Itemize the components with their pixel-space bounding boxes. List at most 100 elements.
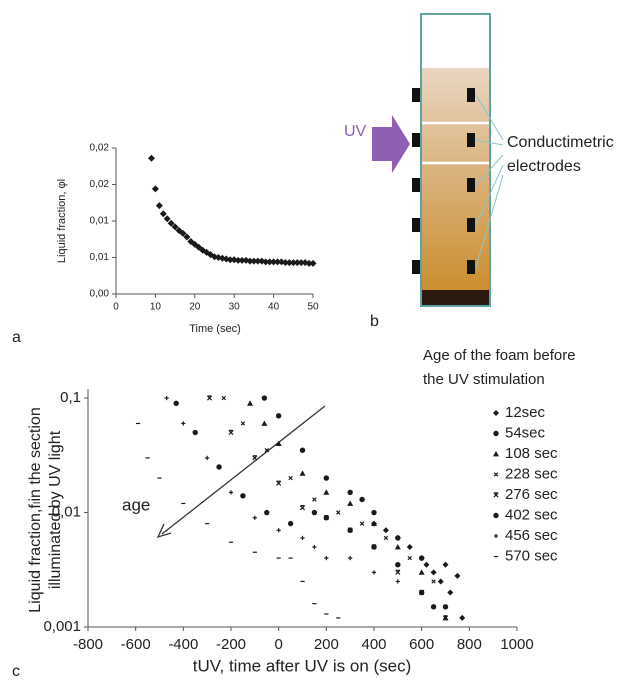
marker [299, 505, 306, 511]
marker [254, 257, 262, 265]
marker [275, 413, 282, 419]
x-tick-label: -600 [121, 636, 151, 653]
y-tick-label: 0,02 [90, 143, 110, 154]
marker [442, 604, 449, 610]
marker-part [406, 543, 413, 550]
marker-part [247, 400, 254, 406]
marker-part [395, 535, 401, 541]
y-axis-label: illuminated by UV light [47, 430, 64, 589]
marker-part [371, 520, 377, 527]
marker-part [395, 569, 401, 575]
annotation: Conductimetric [507, 134, 614, 151]
marker [493, 430, 499, 437]
marker [289, 259, 297, 267]
marker [261, 420, 268, 426]
marker [250, 257, 258, 265]
marker-part [442, 561, 449, 568]
marker-part [359, 521, 365, 526]
marker [359, 521, 365, 526]
marker-part [442, 615, 449, 621]
marker [395, 579, 400, 584]
panel-label: b [370, 313, 379, 330]
marker-part [171, 223, 179, 231]
marker-part [336, 510, 341, 515]
marker [311, 509, 318, 516]
marker [382, 527, 389, 534]
marker-part [287, 520, 294, 527]
marker [262, 258, 270, 266]
marker-part [163, 215, 171, 223]
marker [281, 259, 289, 267]
x-tick-label: 40 [268, 302, 280, 313]
marker [151, 185, 159, 193]
x-tick-label: 400 [361, 636, 386, 653]
legend-label: 54sec [505, 424, 546, 441]
marker [181, 421, 186, 426]
y-axis-label: Liquid fraction, φl [56, 179, 68, 263]
marker-part [430, 569, 437, 576]
x-tick-label: -800 [73, 636, 103, 653]
marker-part [382, 527, 389, 534]
legend-title: the UV stimulation [423, 371, 545, 388]
x-axis-label: Time (sec) [189, 323, 241, 335]
x-tick-label: 800 [457, 636, 482, 653]
marker [336, 510, 341, 515]
uv-label: UV [344, 123, 367, 140]
marker-part [407, 555, 412, 561]
foam [422, 68, 489, 305]
marker [305, 259, 313, 267]
marker-part [250, 257, 258, 265]
marker-part [395, 562, 401, 568]
marker-part [305, 259, 313, 267]
marker-part [323, 489, 330, 495]
marker-part [447, 589, 454, 596]
legend-label: 570 sec [505, 547, 558, 564]
marker-part [262, 258, 270, 266]
marker [407, 555, 412, 561]
marker-part [216, 464, 222, 470]
marker [394, 543, 401, 550]
marker-part [167, 219, 175, 227]
marker [228, 490, 234, 495]
marker [155, 202, 163, 210]
marker [323, 515, 330, 521]
leader-lines [475, 94, 504, 268]
marker [430, 569, 437, 576]
marker [371, 520, 377, 527]
marker-part [299, 447, 306, 453]
legend-label: 12sec [505, 404, 546, 421]
y-tick-label: 0,1 [60, 389, 81, 406]
marker [226, 256, 234, 264]
marker-part [264, 448, 269, 453]
marker-part [347, 527, 353, 533]
y-tick-label: 0,02 [90, 179, 110, 190]
marker [147, 154, 155, 162]
marker [207, 395, 213, 401]
marker [240, 421, 246, 426]
marker [264, 509, 270, 516]
marker-part [155, 202, 163, 210]
marker-part [347, 500, 354, 506]
marker [171, 223, 179, 231]
liquid [422, 290, 489, 305]
marker-part [264, 509, 270, 516]
marker-part [493, 472, 499, 477]
marker [430, 604, 437, 610]
marker [371, 570, 377, 575]
marker [285, 259, 293, 267]
marker [216, 464, 222, 470]
marker [270, 258, 278, 266]
legend-label: 456 sec [505, 527, 558, 544]
marker-part [266, 258, 274, 266]
marker-part [261, 395, 268, 401]
marker [167, 219, 175, 227]
legend-label: 108 sec [505, 445, 558, 462]
legend-label: 402 sec [505, 506, 558, 523]
marker [312, 544, 317, 550]
marker [159, 210, 167, 218]
marker [493, 492, 499, 498]
marker [221, 395, 227, 401]
x-tick-label: 1000 [500, 636, 533, 653]
marker-part [323, 475, 330, 481]
